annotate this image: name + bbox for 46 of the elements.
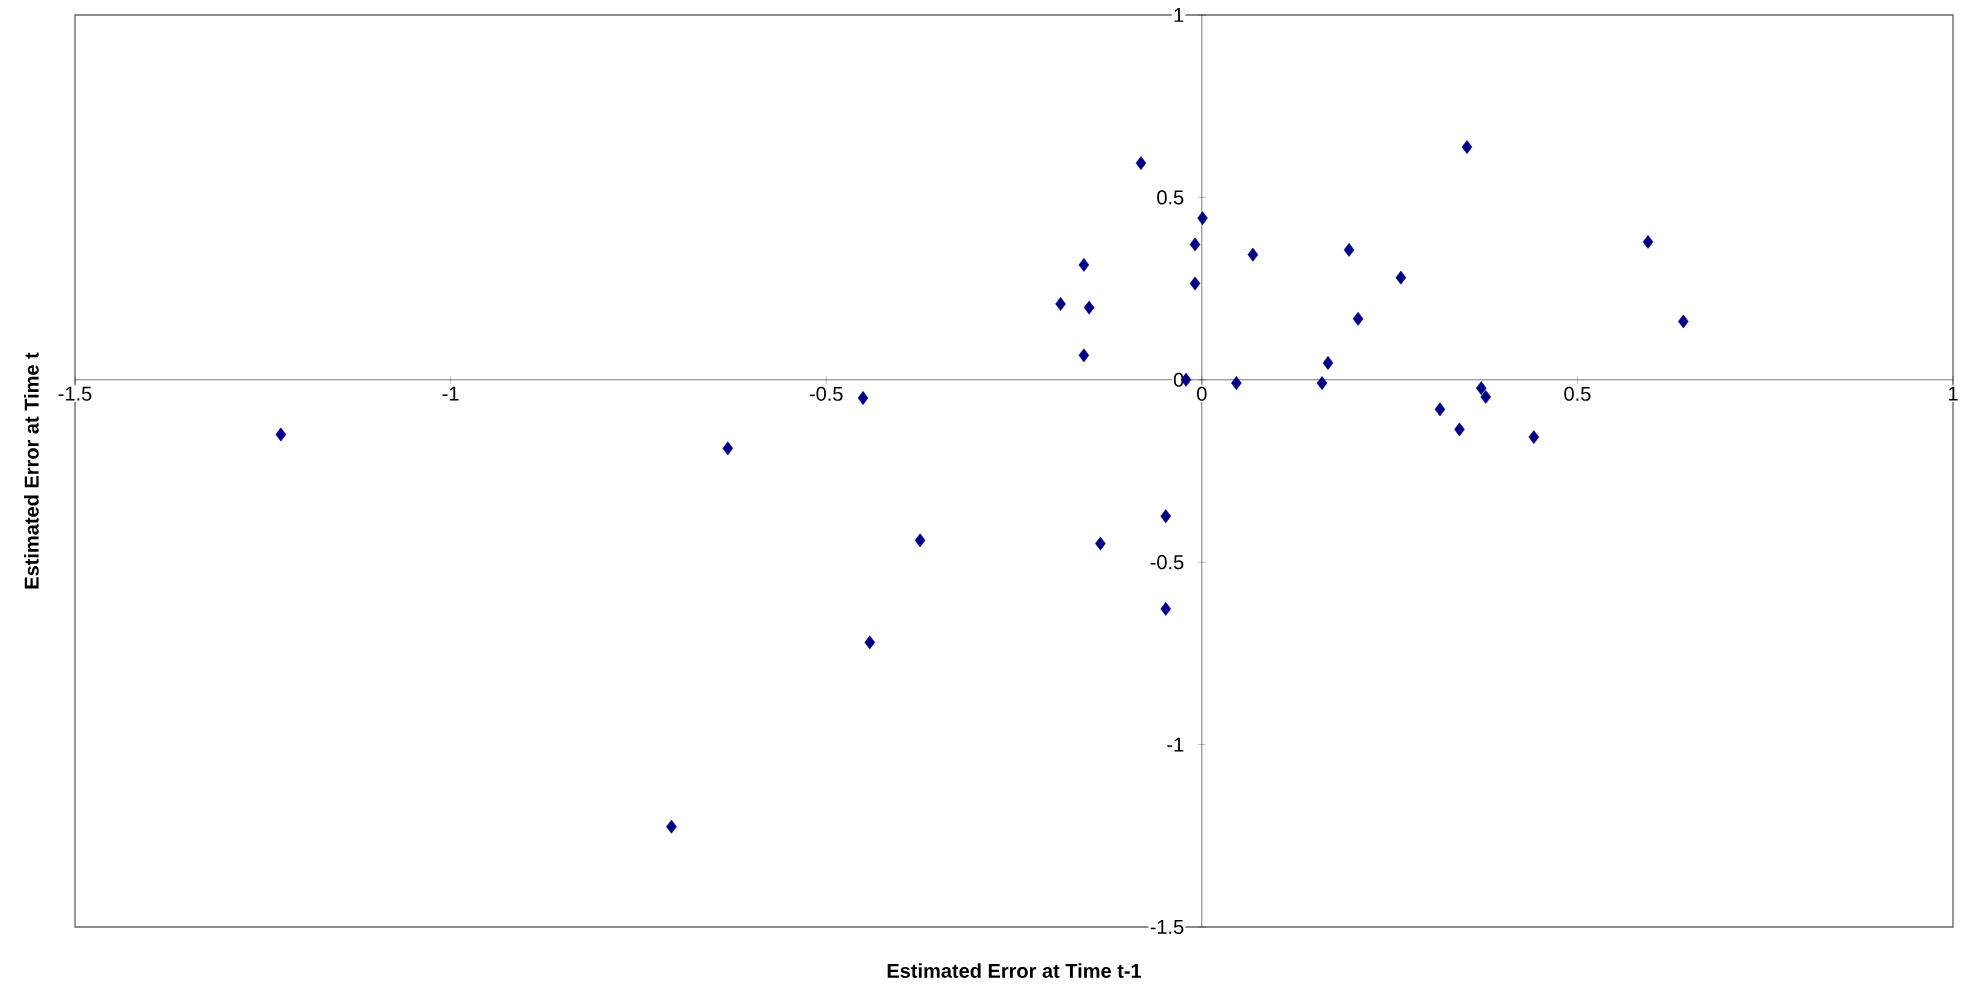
point bbox=[1461, 140, 1473, 154]
point bbox=[1078, 348, 1090, 363]
point bbox=[1078, 257, 1090, 272]
point bbox=[722, 441, 734, 456]
point bbox=[1231, 376, 1242, 391]
point bbox=[1197, 211, 1208, 226]
x-tick-label: 0 bbox=[1197, 386, 1207, 401]
point bbox=[1083, 300, 1095, 315]
point bbox=[1316, 376, 1328, 391]
point bbox=[666, 819, 677, 834]
y-tick-label: -0.5 bbox=[1150, 555, 1184, 570]
point bbox=[1095, 536, 1106, 551]
point bbox=[1322, 356, 1334, 370]
x-tick-label: 1 bbox=[1948, 386, 1958, 401]
x-tick-label: -1 bbox=[442, 386, 459, 401]
point bbox=[1189, 237, 1201, 252]
y-axis-title: Estimated Error at Time t bbox=[24, 352, 39, 589]
point bbox=[1678, 314, 1689, 329]
point bbox=[1480, 390, 1492, 404]
point bbox=[275, 427, 287, 442]
x-tick-label: 0.5 bbox=[1564, 386, 1591, 401]
point bbox=[1528, 430, 1540, 444]
point bbox=[914, 533, 926, 548]
point bbox=[1343, 242, 1355, 257]
point bbox=[1475, 381, 1487, 396]
y-tick-label: 1 bbox=[1174, 8, 1184, 22]
point bbox=[1247, 247, 1259, 262]
point bbox=[1135, 156, 1147, 171]
point bbox=[1055, 296, 1066, 311]
x-tick-label: -1.5 bbox=[58, 386, 92, 401]
y-tick-label: -1 bbox=[1167, 737, 1184, 752]
x-tick-label: -0.5 bbox=[809, 386, 843, 401]
y-tick-label: 0 bbox=[1173, 372, 1184, 387]
y-tick-label: -1.5 bbox=[1150, 920, 1184, 934]
point bbox=[1352, 311, 1364, 326]
point bbox=[1395, 270, 1407, 285]
point bbox=[1642, 234, 1654, 249]
point bbox=[864, 635, 876, 650]
point bbox=[1160, 601, 1172, 616]
x-axis-title: Estimated Error at Time t-1 bbox=[887, 963, 1142, 978]
point bbox=[1434, 402, 1446, 417]
point bbox=[857, 391, 869, 405]
y-tick-label: 0.5 bbox=[1157, 190, 1184, 205]
point bbox=[1189, 276, 1201, 291]
point bbox=[1160, 509, 1172, 524]
point bbox=[1454, 422, 1465, 437]
